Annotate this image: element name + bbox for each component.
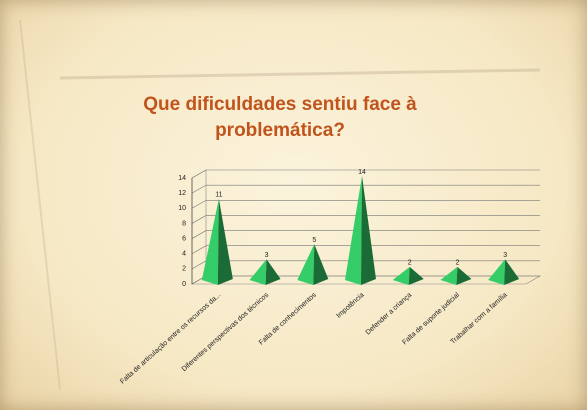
y-tick-label: 6 <box>182 235 186 242</box>
x-tick-label: Diferentes perspectivas dos técnicos <box>181 291 271 373</box>
value-label: 14 <box>358 169 366 176</box>
y-tick-label: 10 <box>178 205 186 212</box>
pyramid-face <box>313 244 328 285</box>
y-tick-label: 14 <box>178 175 186 182</box>
value-label: 5 <box>312 237 316 244</box>
pyramid-face <box>266 259 281 285</box>
pyramid <box>488 259 519 285</box>
value-label: 2 <box>408 260 412 267</box>
grid-line <box>192 170 540 178</box>
x-tick-label: Impotência <box>335 292 365 320</box>
pyramid-face <box>218 199 233 285</box>
slide: Que dificuldades sentiu face à problemát… <box>0 0 587 410</box>
pyramid-face <box>504 259 519 285</box>
decor-stroke <box>60 70 540 78</box>
pyramid-face <box>250 259 267 285</box>
pyramid-face <box>488 259 505 285</box>
pyramid <box>297 244 328 285</box>
chart: 0 2 4 6 8 10 12 14 Falta de articulação entre os… <box>0 0 587 410</box>
y-tick-label: 2 <box>182 266 186 273</box>
y-tick-label: 0 <box>182 281 186 288</box>
back-wall <box>192 170 206 284</box>
decor-stroke <box>20 20 60 390</box>
x-tick-label: Falta de articulação entre os recursos d… <box>119 292 222 386</box>
grid-line <box>192 185 540 193</box>
pyramid-face <box>202 199 219 285</box>
pyramid-face <box>297 244 314 285</box>
x-tick-label: Trabalhar com a família <box>450 292 509 346</box>
y-tick-label: 8 <box>182 220 186 227</box>
y-tick-label: 12 <box>178 190 186 197</box>
value-label: 2 <box>455 260 459 267</box>
pyramid <box>202 199 233 285</box>
pyramid <box>250 259 281 285</box>
value-label: 3 <box>503 252 507 259</box>
value-label: 3 <box>265 252 269 259</box>
x-tick-label: Defender a criança <box>365 292 414 337</box>
y-tick-label: 4 <box>182 251 186 258</box>
value-label: 11 <box>215 192 222 199</box>
